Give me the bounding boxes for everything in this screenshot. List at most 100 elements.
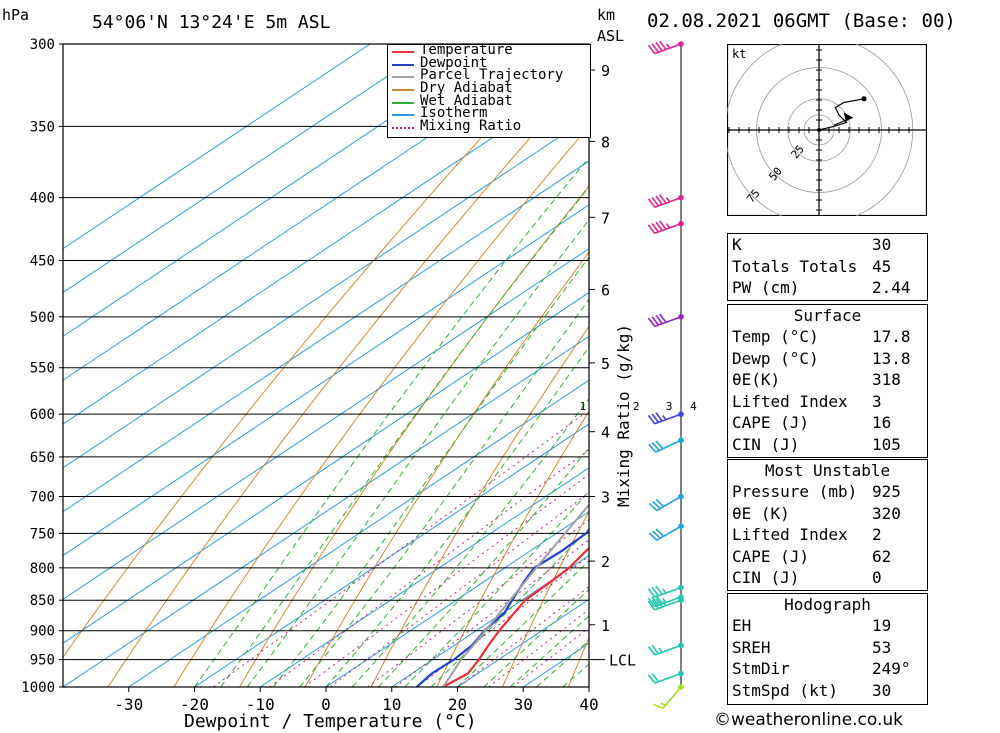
hodograph-param-row: SREH 53	[728, 637, 927, 659]
wet-adiabat-line	[430, 527, 589, 687]
isotherm-line	[63, 160, 589, 513]
temperature-tick-label: 30	[514, 695, 533, 714]
isotherm-line	[63, 44, 502, 337]
wind-barb-dot	[678, 314, 684, 320]
indices-panel: K 30 Totals Totals 45 PW (cm) 2.44	[727, 233, 928, 301]
surface-row: Temp (°C) 17.8	[728, 326, 927, 348]
hodograph-param-label: EH	[732, 616, 752, 635]
most-unstable-value: 320	[872, 503, 901, 523]
isotherm-line	[63, 44, 371, 250]
km-tick-label: 1	[601, 617, 610, 635]
wet-adiabat-line	[194, 156, 589, 687]
legend-label: Parcel Trajectory	[420, 67, 564, 84]
most-unstable-label: Lifted Index	[732, 525, 848, 544]
legend-label: Isotherm	[420, 105, 488, 122]
legend-item: Isotherm	[388, 105, 590, 122]
legend: Temperature Dewpoint Parcel Trajectory Dry …	[387, 43, 591, 138]
wind-barb-dot	[678, 642, 684, 649]
parcel-trajectory	[442, 503, 589, 687]
wind-barb	[648, 523, 684, 541]
wind-barb-dot	[678, 220, 684, 227]
most-unstable-value: 62	[872, 546, 892, 566]
wind-barb-flag	[647, 588, 656, 598]
wind-barb-flag	[651, 586, 660, 597]
wind-barb-dot	[678, 523, 684, 529]
hodograph-end-dot	[861, 96, 867, 102]
km-tick-label: 4	[601, 424, 610, 442]
wind-barb-dot	[678, 597, 684, 604]
mixing-ratio-line	[457, 586, 589, 687]
wind-barb	[647, 220, 684, 235]
wind-barb-half-flag	[665, 197, 671, 203]
wind-barb	[647, 411, 684, 425]
wind-barb-flag	[651, 596, 660, 606]
legend-label: Dry Adiabat	[420, 80, 513, 97]
wind-barb-flag	[651, 43, 660, 53]
storm-motion-arrowhead	[843, 112, 853, 122]
wind-barb-flag	[655, 221, 663, 231]
legend-swatch	[392, 127, 414, 130]
surface-value: 318	[872, 370, 901, 389]
wind-barb-staff	[654, 43, 682, 55]
wet-adiabat-line	[325, 346, 589, 687]
hodograph-params-title: Hodograph	[784, 595, 871, 614]
wind-barb-flag	[647, 317, 656, 327]
hodograph-param-label: SREH	[732, 637, 771, 657]
most-unstable-value: 2	[872, 525, 882, 544]
wet-adiabat-line	[562, 663, 589, 687]
wind-barb-staff	[654, 644, 682, 656]
wind-barb-staff	[654, 596, 682, 608]
wind-barb	[648, 493, 684, 512]
wind-barb-half-flag	[660, 702, 666, 707]
most-unstable-panel: Most Unstable Pressure (mb) 925 θE (K) 320 L…	[727, 459, 928, 591]
legend-swatch	[392, 63, 414, 66]
wind-barb-staff	[654, 413, 682, 425]
lcl-label: LCL	[609, 652, 636, 670]
isotherm-line	[63, 335, 589, 687]
surface-value: 17.8	[872, 327, 911, 346]
dry-adiabat-line	[173, 125, 589, 687]
wind-barb-staff	[655, 439, 682, 453]
wind-barb-flag	[655, 595, 663, 605]
wind-barb-flag	[655, 585, 663, 595]
legend-label: Dewpoint	[420, 54, 488, 71]
surface-row: CIN (J) 105	[728, 434, 927, 456]
surface-value: 13.8	[872, 348, 911, 368]
wind-barb-flag	[648, 443, 657, 453]
isotherm-line	[63, 204, 589, 557]
pressure-tick-label: 650	[30, 450, 55, 466]
wind-barb	[647, 594, 684, 608]
km-tick-label: 8	[601, 133, 610, 151]
copyright-link[interactable]: ©weatheronline.co.uk	[714, 710, 904, 730]
wind-barb	[647, 194, 684, 208]
most-unstable-title: Most Unstable	[764, 461, 891, 480]
isotherm-line	[259, 467, 589, 687]
wind-barb-half-flag	[662, 588, 667, 594]
wind-barb-flag	[655, 440, 664, 450]
isotherm-line	[63, 44, 568, 381]
wind-barb-half-flag	[662, 597, 667, 603]
wind-barb-flag	[647, 600, 656, 611]
wind-barb-flag	[651, 599, 660, 609]
hodograph-param-row: StmDir 249°	[728, 658, 927, 680]
pressure-tick-label: 800	[30, 561, 55, 577]
km-tick-label: 5	[601, 355, 610, 373]
wind-barb-flag	[655, 314, 663, 325]
wind-barb-staff	[662, 686, 682, 709]
temperature-tick-label: -30	[114, 695, 143, 714]
wind-barb-flag	[651, 316, 660, 326]
asl-label: ASL	[597, 27, 624, 45]
wind-barb-half-flag	[665, 43, 671, 49]
skewt-diagram: 3003504004505005506006507007508008509009…	[2, 6, 697, 732]
most-unstable-row: θE (K) 320	[728, 503, 927, 525]
mixing-ratio-value: 4	[690, 400, 697, 413]
wind-barb-staff	[654, 599, 682, 611]
dry-adiabat-line	[239, 185, 589, 687]
wet-adiabat-line	[220, 186, 589, 687]
wind-barb-staff	[654, 196, 682, 208]
wind-barb-flag	[659, 40, 667, 50]
km-tick-label: 3	[601, 489, 610, 507]
hodograph-param-label: StmSpd (kt)	[732, 680, 838, 700]
wind-barb-dot	[678, 411, 684, 417]
wind-barb-flag	[655, 195, 663, 205]
